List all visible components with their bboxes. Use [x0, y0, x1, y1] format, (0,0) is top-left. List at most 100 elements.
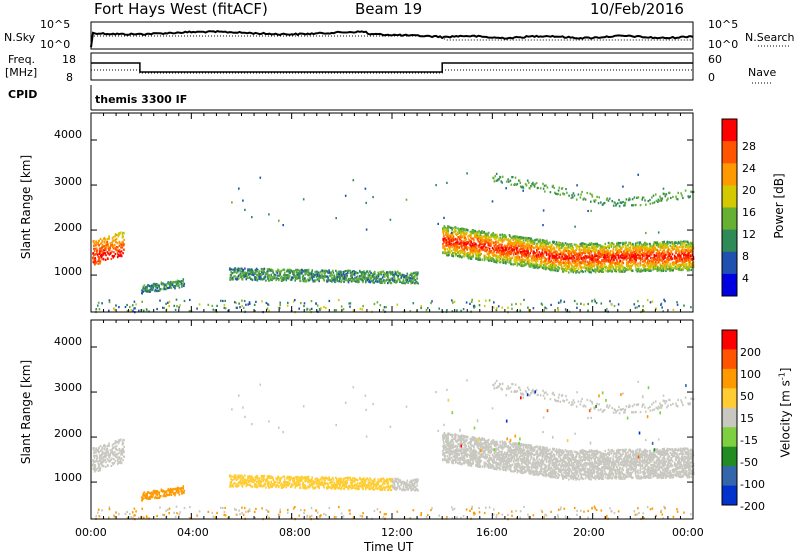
power-cell: [232, 268, 234, 271]
power-cell: [604, 260, 607, 263]
power-cell: [241, 267, 243, 270]
power-cell: [659, 268, 662, 271]
power-cell: [514, 176, 517, 179]
power-cell: [578, 271, 580, 274]
power-cell: [454, 226, 456, 229]
power-cell: [679, 250, 681, 253]
power-cell: [584, 198, 587, 201]
power-cell: [499, 243, 501, 246]
power-cell: [525, 238, 528, 241]
power-cell: [654, 265, 656, 268]
power-cell: [522, 264, 524, 267]
power-cell: [557, 256, 560, 260]
power-cell: [659, 258, 661, 261]
power-cell: [478, 251, 480, 255]
power-cell: [405, 281, 408, 284]
velocity-cb-tick-200: 200: [740, 346, 761, 359]
power-cell: [409, 280, 411, 283]
power-cell: [536, 255, 538, 258]
power-cell: [603, 260, 605, 263]
power-cell: [622, 265, 624, 268]
power-cell: [687, 248, 689, 251]
power-cell: [643, 262, 646, 265]
power-cell: [675, 249, 678, 253]
power-cell: [515, 247, 518, 250]
power-cell: [265, 279, 267, 282]
power-cell: [492, 248, 495, 251]
power-cell: [233, 269, 236, 272]
power-cell: [115, 237, 118, 241]
power-cell: [491, 252, 493, 255]
power-cell: [375, 275, 378, 278]
power-cell: [526, 239, 529, 242]
power-cell: [596, 269, 598, 272]
power-cell: [567, 247, 569, 251]
power-cell: [594, 199, 597, 202]
power-cell: [464, 228, 466, 231]
power-cell: [629, 259, 631, 262]
power-cell: [103, 241, 106, 244]
power-cell: [644, 257, 646, 260]
power-cell: [452, 244, 455, 247]
power-cell: [563, 262, 565, 265]
power-cell: [257, 270, 259, 273]
power-cell: [463, 233, 465, 236]
power-cell: [473, 242, 476, 245]
power-cell: [588, 271, 591, 274]
power-cell: [546, 266, 548, 269]
power-cell: [172, 280, 175, 284]
power-cell: [267, 277, 269, 280]
power-cell: [569, 257, 572, 260]
power-cell: [506, 256, 509, 259]
power-cell: [347, 280, 350, 283]
power-cell: [524, 239, 527, 242]
power-cell: [600, 265, 602, 269]
power-cell: [319, 274, 321, 277]
power-cell: [631, 204, 633, 207]
power-cell: [253, 272, 256, 275]
power-cell: [289, 271, 291, 274]
power-cell: [337, 272, 340, 276]
power-cell: [467, 246, 469, 249]
power-cell: [595, 242, 597, 245]
power-cell: [513, 259, 516, 262]
power-cell: [575, 266, 578, 269]
power-cell: [611, 200, 613, 203]
power-cell: [365, 279, 368, 282]
power-cell: [97, 242, 99, 245]
power-cell: [117, 233, 119, 236]
power-cell: [612, 243, 615, 246]
power-cell: [368, 280, 370, 283]
xaxis-label: Time UT: [364, 540, 414, 554]
power-cell: [549, 247, 552, 250]
power-cb-tick-4: 4: [742, 272, 749, 285]
power-cell: [568, 263, 570, 267]
power-cell: [672, 244, 675, 247]
power-cell: [469, 230, 472, 233]
power-cell: [231, 278, 233, 281]
power-cell: [590, 266, 593, 269]
power-cell: [347, 281, 350, 284]
power-cell: [393, 277, 396, 280]
power-cell: [630, 249, 632, 252]
power-cell: [457, 255, 459, 258]
nsky-tick-top: 10^5: [40, 18, 71, 31]
power-cell: [536, 260, 539, 263]
power-cell: [535, 238, 537, 241]
power-cell: [229, 267, 231, 270]
power-cell: [616, 268, 618, 271]
power-cell: [561, 251, 564, 255]
power-cell: [533, 250, 535, 253]
power-cell: [564, 257, 566, 260]
power-cell: [669, 251, 671, 254]
power-cell: [267, 270, 269, 273]
power-cell: [344, 276, 346, 279]
power-cell: [635, 203, 637, 207]
power-cell: [616, 250, 618, 253]
power-cell: [444, 226, 446, 229]
power-cell: [555, 256, 558, 259]
power-cell: [574, 259, 577, 262]
power-cell: [518, 263, 521, 266]
power-cell: [651, 202, 654, 205]
power-cell: [279, 276, 282, 279]
